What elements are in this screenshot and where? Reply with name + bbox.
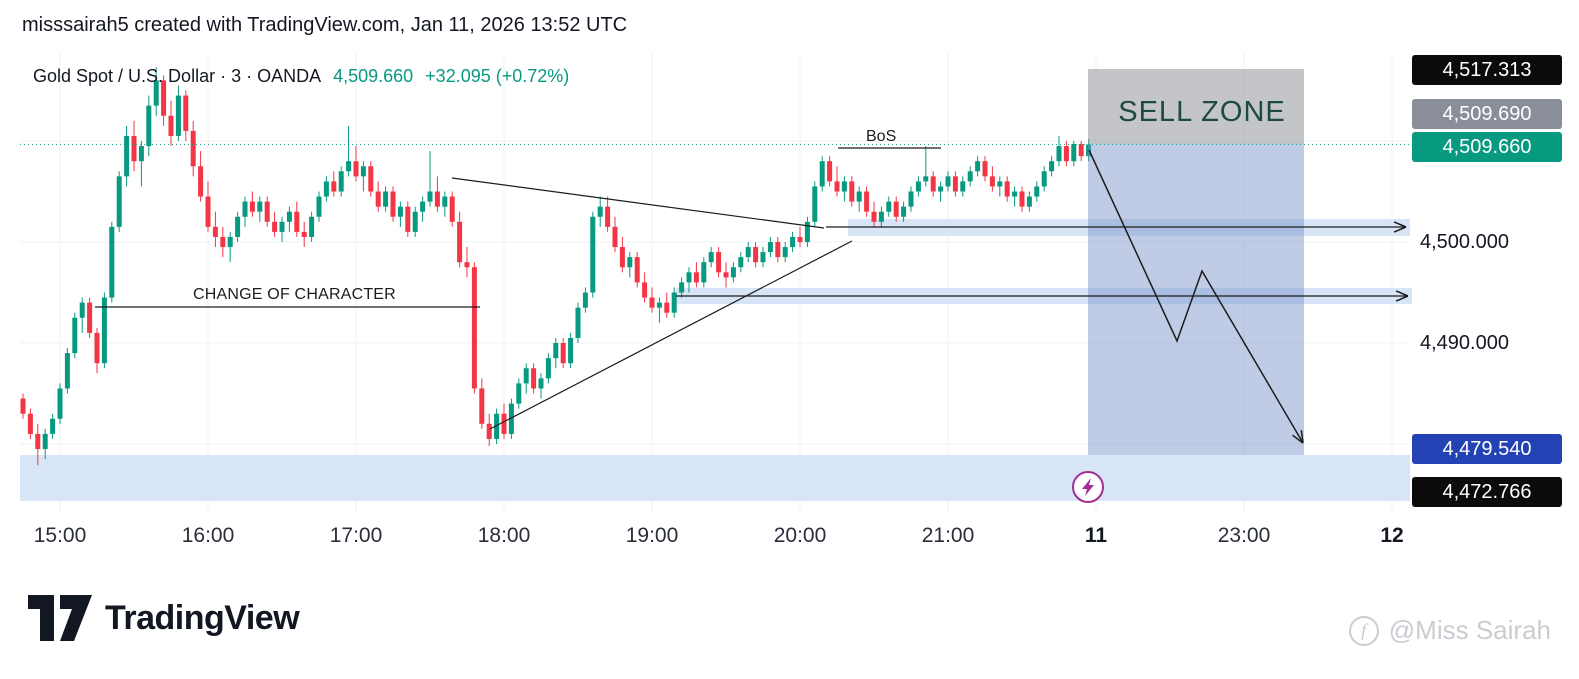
price-change: +32.095 (+0.72%) bbox=[425, 66, 570, 86]
attribution-text: misssairah5 created with TradingView.com… bbox=[22, 14, 628, 36]
arrowhead bbox=[1395, 290, 1409, 297]
time-axis-label: 16:00 bbox=[181, 524, 235, 547]
price-axis[interactable]: 4,517.313 4,509.690 4,509.660 4,500.000 4,49… bbox=[1412, 0, 1574, 520]
bos-label[interactable]: BoS bbox=[866, 128, 897, 145]
watermark: f @Miss Sairah bbox=[1348, 615, 1551, 646]
lightning-bolt-glyph bbox=[1082, 478, 1094, 496]
triangle-lower-trendline[interactable] bbox=[489, 240, 853, 430]
candles[interactable] bbox=[20, 67, 1092, 466]
change-of-character-label[interactable]: CHANGE OF CHARACTER bbox=[193, 286, 396, 303]
price-axis-label: 4,472.766 bbox=[1412, 477, 1562, 507]
price-axis-label: 4,509.690 bbox=[1412, 99, 1562, 129]
time-axis-label: 20:00 bbox=[773, 524, 827, 547]
facebook-icon: f bbox=[1348, 615, 1379, 646]
arrowhead bbox=[1292, 434, 1304, 444]
symbol-title: Gold Spot / U.S. Dollar · 3 · OANDA bbox=[33, 66, 322, 86]
time-axis-label: 21:00 bbox=[921, 524, 975, 547]
support-band bbox=[20, 455, 1410, 501]
time-axis-label: 18:00 bbox=[477, 524, 531, 547]
price-axis-label: 4,500.000 bbox=[1420, 231, 1509, 253]
sell-zone-gray[interactable] bbox=[1088, 69, 1304, 144]
price-axis-label: 4,479.540 bbox=[1412, 434, 1562, 464]
sell-zone-label[interactable]: SELL ZONE bbox=[1118, 96, 1286, 128]
arrowhead bbox=[1393, 221, 1407, 228]
tradingview-logo-icon bbox=[28, 595, 92, 641]
watermark-text: @Miss Sairah bbox=[1388, 615, 1551, 645]
tradingview-logo[interactable]: TradingView bbox=[28, 595, 300, 641]
time-axis-label: 15:00 bbox=[33, 524, 87, 547]
last-price: 4,509.660 bbox=[333, 66, 414, 86]
triangle-upper-trendline[interactable] bbox=[451, 177, 825, 229]
price-axis-label: 4,517.313 bbox=[1412, 55, 1562, 85]
price-axis-label: 4,509.660 bbox=[1412, 132, 1562, 162]
time-axis-label: 17:00 bbox=[329, 524, 383, 547]
time-axis-label: 23:00 bbox=[1217, 524, 1271, 547]
price-axis-label: 4,490.000 bbox=[1420, 332, 1509, 354]
projection-arrow[interactable] bbox=[1088, 149, 1304, 444]
arrowhead bbox=[1393, 226, 1407, 233]
tradingview-logo-text: TradingView bbox=[105, 598, 300, 637]
sell-zone-blue[interactable] bbox=[1088, 144, 1304, 455]
grid bbox=[20, 52, 1410, 512]
arrowhead bbox=[1300, 430, 1304, 444]
time-axis-label: 19:00 bbox=[625, 524, 679, 547]
chart-legend: Gold Spot / U.S. Dollar · 3 · OANDA 4,50… bbox=[33, 66, 569, 87]
time-axis-label: 11 bbox=[1084, 524, 1108, 547]
time-axis[interactable]: 15:00 16:00 17:00 18:00 19:00 20:00 21:00 11 23:… bbox=[0, 520, 1579, 556]
arrowhead bbox=[1395, 295, 1409, 302]
time-axis-label: 12 bbox=[1380, 524, 1404, 547]
